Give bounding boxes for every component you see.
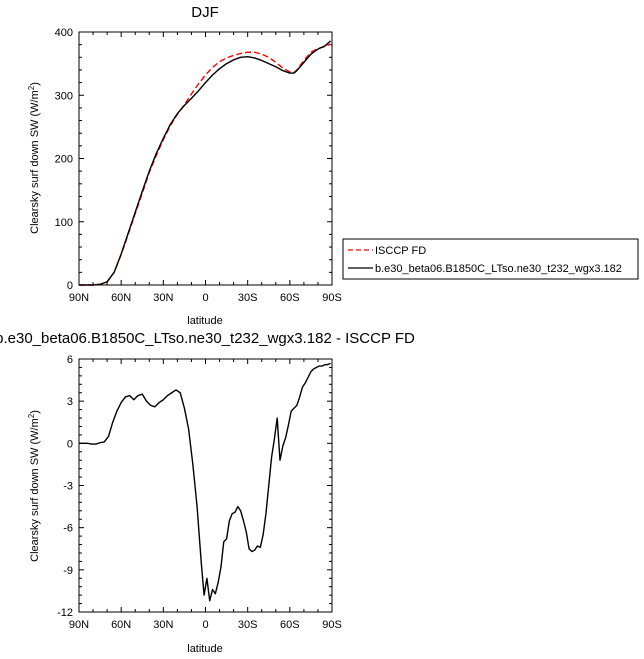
bottom-x-tick-label: 30S [238,619,258,631]
bottom-series-lines [79,362,331,602]
top-y-tick-label: 400 [55,27,73,39]
bottom-y-tick-label: -6 [63,523,73,535]
top-y-tick-label: 100 [55,217,73,229]
bottom-y-tick-label: 3 [67,396,73,408]
top-y-axis-label: Clearsky surf down SW (W/m2) [27,82,41,234]
top-x-ticks: 90N 60N 30N 0 30S 60S 90S [69,32,342,304]
legend-label-model: b.e30_beta06.B1850C_LTso.ne30_t232_wgx3.… [375,263,622,275]
bottom-plot-frame [78,358,333,613]
legend: ISCCP FD b.e30_beta06.B1850C_LTso.ne30_t… [342,238,639,280]
top-x-axis-label: latitude [187,315,222,327]
bottom-x-ticks: 90N 60N 30N 0 30S 60S 90S [69,359,342,631]
top-x-tick-label: 60N [111,292,131,304]
bottom-y-tick-label: -12 [57,607,73,619]
top-series-line-1 [79,40,332,286]
bottom-x-tick-label: 30N [153,619,173,631]
legend-box [342,238,639,280]
top-x-tick-label: 60S [280,292,300,304]
top-y-tick-label: 300 [55,90,73,102]
top-y-tick-label: 0 [67,280,73,292]
bottom-y-axis-label: Clearsky surf down SW (W/m2) [27,410,41,562]
bottom-x-tick-label: 60N [111,619,131,631]
top-x-tick-label: 30N [153,292,173,304]
legend-label-isccp: ISCCP FD [375,245,426,257]
top-panel: DJF 90N 60N 30N 0 30S 60S 90S 0 100 200 300 400 la… [27,4,342,327]
top-x-tick-label: 0 [202,292,208,304]
top-x-tick-label: 90N [69,292,89,304]
bottom-y-tick-label: 6 [67,354,73,366]
bottom-y-tick-label: 0 [67,438,73,450]
bottom-x-tick-label: 60S [280,619,300,631]
top-x-tick-label: 90S [322,292,342,304]
bottom-y-ticks: -12 -9 -6 -3 0 3 6 [57,354,332,619]
bottom-y-tick-label: -9 [63,565,73,577]
bottom-x-tick-label: 90N [69,619,89,631]
bottom-panel-title: b.e30_beta06.B1850C_LTso.ne30_t232_wgx3.… [0,330,415,347]
bottom-x-axis-label: latitude [187,643,222,655]
top-y-ticks: 0 100 200 300 400 [55,27,332,292]
bottom-y-tick-label: -3 [63,481,73,493]
bottom-x-tick-label: 90S [322,619,342,631]
top-plot-frame [78,31,333,286]
bottom-x-tick-label: 0 [202,619,208,631]
bottom-panel: b.e30_beta06.B1850C_LTso.ne30_t232_wgx3.… [0,330,415,655]
top-y-tick-label: 200 [55,154,73,166]
top-panel-title: DJF [191,4,219,21]
bottom-series-line-0 [79,362,331,602]
top-series-lines [79,40,332,286]
top-x-tick-label: 30S [238,292,258,304]
top-series-line-0 [79,43,331,286]
